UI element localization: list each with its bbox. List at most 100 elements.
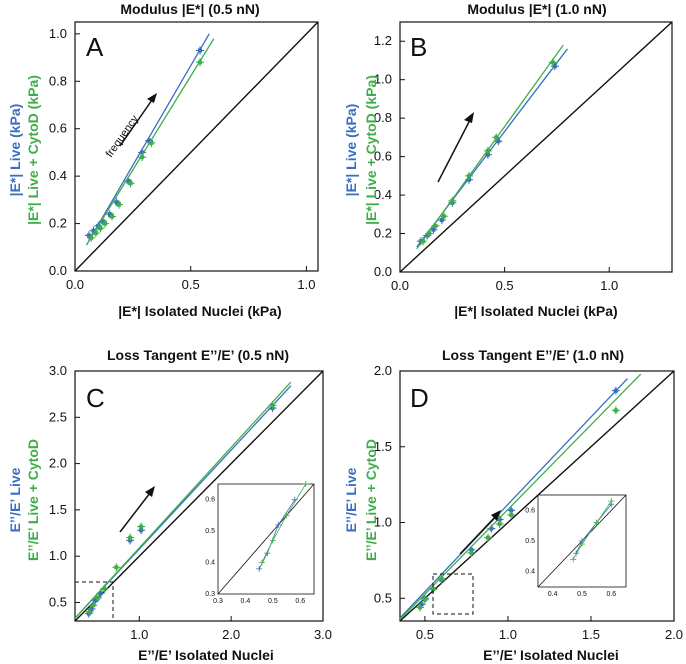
panel-d-xtick-label: 2.0 bbox=[665, 627, 683, 642]
panel-d-inset-ytick: 0.4 bbox=[525, 569, 535, 576]
panel-b-ytick-label: 0.2 bbox=[374, 226, 392, 241]
panel-b-ytick-label: 0.0 bbox=[374, 264, 392, 279]
panel-d-inset-xtick: 0.5 bbox=[577, 591, 587, 598]
panel-d-inset-ytick: 0.5 bbox=[525, 538, 535, 545]
panel-c-ytick-label: 1.5 bbox=[49, 502, 67, 517]
panel-d-ytick-label: 1.0 bbox=[374, 515, 392, 530]
panel-c-inset-xtick: 0.3 bbox=[213, 598, 223, 605]
panel-a-title: Modulus |E*| (0.5 nN) bbox=[120, 1, 259, 17]
panel-a-cytod-point bbox=[116, 202, 121, 207]
panel-a-xtick-label: 0.0 bbox=[66, 277, 84, 292]
panel-d-xtick-label: 1.5 bbox=[582, 627, 600, 642]
panel-b-cytod-point bbox=[467, 173, 472, 178]
panel-d-xlabel: E’’/E’ Isolated Nuclei bbox=[483, 647, 619, 663]
panel-b-ylabel-cytod: |E*| Live + CytoD (kPa) bbox=[363, 75, 379, 225]
panel-a-xtick-label: 1.0 bbox=[297, 277, 315, 292]
panel-c-ytick-label: 2.0 bbox=[49, 456, 67, 471]
panel-c-ytick-label: 3.0 bbox=[49, 363, 67, 378]
panel-c-inset-ytick: 0.5 bbox=[205, 528, 215, 535]
panel-c-cytod-point bbox=[114, 565, 119, 570]
panel-a-live-point bbox=[126, 178, 131, 183]
panel-a-ytick-label: 0.2 bbox=[49, 216, 67, 231]
panel-c-inset: 0.3 0.4 0.5 0.6 0.3 0.4 0.5 0.6 bbox=[205, 481, 315, 605]
panel-b-ytick-label: 0.4 bbox=[374, 187, 392, 202]
panel-c-cytod-fit-line bbox=[74, 381, 292, 619]
panel-d-identity-line bbox=[399, 370, 675, 622]
panel-d-cytod-point bbox=[439, 576, 444, 581]
panel-a-cytod-point bbox=[128, 181, 133, 186]
panel-c-identity-line bbox=[74, 370, 324, 622]
panel-b-xlabel: |E*| Isolated Nuclei (kPa) bbox=[454, 303, 617, 319]
panel-a-annotation: frequency bbox=[104, 113, 142, 160]
panel-c-ytick-labels: 0.5 1.0 1.5 2.0 2.5 3.0 bbox=[49, 363, 80, 609]
panel-d-inset-xtick: 0.6 bbox=[606, 591, 616, 598]
panel-a-cytod-point bbox=[140, 155, 145, 160]
panel-a-xlabel: |E*| Isolated Nuclei (kPa) bbox=[118, 303, 281, 319]
panel-b-cytod-point bbox=[450, 198, 455, 203]
panel-b-cytod-point bbox=[427, 231, 432, 236]
panel-c-live-point bbox=[98, 591, 103, 596]
panel-d-xtick-labels: 0.5 1.0 1.5 2.0 bbox=[416, 616, 683, 642]
panel-c-xtick-label: 2.0 bbox=[222, 627, 240, 642]
panel-b-cytod-point bbox=[433, 223, 438, 228]
panel-d: Loss Tangent E’’/E’ (1.0 nN) D 0.5 1.0 1.5… bbox=[343, 347, 683, 663]
panel-b-live-point bbox=[552, 64, 557, 69]
panel-b-identity-line bbox=[399, 21, 673, 273]
panel-b-frame bbox=[399, 21, 673, 273]
panel-c-inset-cytod-line bbox=[261, 483, 307, 563]
panel-d-cytod-point bbox=[417, 605, 422, 610]
panel-c-arrow bbox=[119, 492, 151, 533]
panel-c-title: Loss Tangent E’’/E’ (0.5 nN) bbox=[107, 347, 289, 363]
panel-c-inset-ytick: 0.3 bbox=[205, 591, 215, 598]
panel-c-ytick-label: 1.0 bbox=[49, 548, 67, 563]
panel-c: Loss Tangent E’’/E’ (0.5 nN) C 0.5 1.0 1.5… bbox=[7, 347, 332, 663]
panel-d-frame bbox=[399, 370, 675, 622]
panel-d-ylabel-cytod: E’’/E’ Live + CytoD bbox=[363, 439, 379, 561]
panel-c-letter: C bbox=[86, 383, 105, 413]
panel-c-frame bbox=[74, 370, 324, 622]
panel-b-ytick-label: 1.0 bbox=[374, 72, 392, 87]
panel-a-ylabel-live: |E*| Live (kPa) bbox=[7, 104, 23, 197]
panel-d-ytick-label: 2.0 bbox=[374, 363, 392, 378]
panel-b-plot bbox=[399, 21, 673, 273]
panel-b-live-point bbox=[431, 227, 436, 232]
panel-d-cytod-point bbox=[497, 522, 502, 527]
panel-d-inset-xtick: 0.4 bbox=[548, 591, 558, 598]
panel-a-cytod-point bbox=[103, 221, 108, 226]
panel-b-cytod-point bbox=[494, 135, 499, 140]
panel-d-live-point bbox=[489, 526, 494, 531]
panel-c-inset-xtick: 0.4 bbox=[241, 598, 251, 605]
panel-a-xtick-labels: 0.0 0.5 1.0 bbox=[66, 266, 315, 292]
panel-a-ytick-labels: 0.0 0.2 0.4 0.6 0.8 1.0 bbox=[49, 26, 80, 278]
panel-d-plot bbox=[399, 370, 675, 622]
panel-d-cytod-point bbox=[469, 550, 474, 555]
panel-d-live-point bbox=[509, 508, 514, 513]
panel-c-plot bbox=[74, 370, 324, 622]
panel-c-live-point bbox=[89, 606, 94, 611]
panel-b-xtick-label: 0.0 bbox=[391, 278, 409, 293]
panel-a-cytod-point bbox=[197, 60, 202, 65]
panel-c-inset-ytick: 0.4 bbox=[205, 560, 215, 567]
panel-a-live-point bbox=[100, 219, 105, 224]
panel-c-arrow-head bbox=[145, 486, 155, 497]
panel-d-ytick-label: 1.5 bbox=[374, 439, 392, 454]
panel-d-cytod-point bbox=[613, 408, 618, 413]
panel-d-live-point bbox=[613, 388, 618, 393]
panel-a-cytod-point bbox=[89, 235, 94, 240]
panel-d-ytick-labels: 0.5 1.0 1.5 2.0 bbox=[374, 363, 405, 605]
panel-c-xtick-label: 3.0 bbox=[314, 627, 332, 642]
panel-c-ylabel-cytod: E’’/E’ Live + CytoD bbox=[25, 439, 41, 561]
panel-b-ylabel-live: |E*| Live (kPa) bbox=[343, 104, 359, 197]
panel-a-letter: A bbox=[86, 32, 104, 62]
panel-a: Modulus |E*| (0.5 nN) A 0.0 0.2 0.4 0.6 0.8 1… bbox=[7, 1, 319, 319]
panel-b-cytod-point bbox=[550, 60, 555, 65]
panel-c-ylabel-live: E’’/E’ Live bbox=[7, 467, 23, 532]
panel-d-ylabel-live: E’’/E’ Live bbox=[343, 467, 359, 532]
panel-d-letter: D bbox=[410, 383, 429, 413]
panel-a-xtick-label: 0.5 bbox=[182, 277, 200, 292]
panel-c-zoom-box bbox=[74, 581, 114, 622]
panel-a-frame bbox=[74, 21, 319, 272]
panel-c-ytick-label: 2.5 bbox=[49, 409, 67, 424]
panel-a-live-point bbox=[91, 228, 96, 233]
